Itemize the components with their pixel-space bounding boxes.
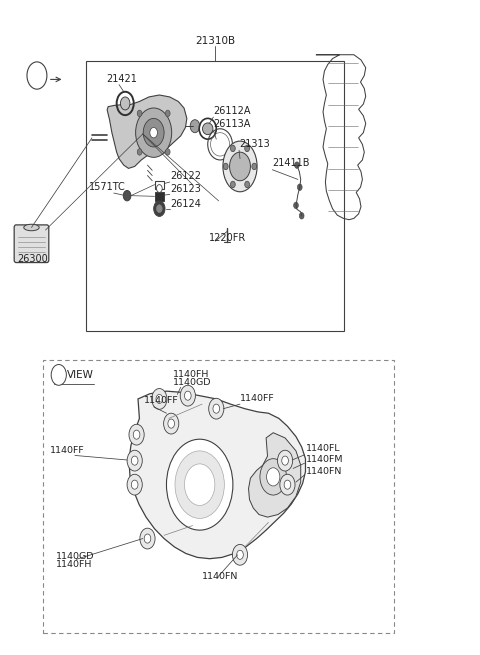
Text: A: A bbox=[55, 371, 62, 379]
Circle shape bbox=[168, 419, 175, 428]
Circle shape bbox=[295, 162, 300, 168]
Circle shape bbox=[137, 110, 142, 117]
Text: 26122: 26122 bbox=[170, 171, 201, 181]
Ellipse shape bbox=[203, 123, 213, 135]
Circle shape bbox=[190, 120, 200, 133]
Polygon shape bbox=[107, 95, 187, 168]
Circle shape bbox=[150, 128, 157, 138]
Circle shape bbox=[143, 119, 164, 147]
Polygon shape bbox=[249, 433, 301, 517]
Text: 1140FN: 1140FN bbox=[202, 572, 239, 581]
Ellipse shape bbox=[24, 224, 39, 231]
Circle shape bbox=[127, 474, 142, 495]
Circle shape bbox=[260, 458, 287, 495]
Circle shape bbox=[152, 388, 167, 409]
Circle shape bbox=[175, 451, 224, 519]
Circle shape bbox=[229, 152, 251, 181]
Bar bbox=[155, 192, 164, 201]
Text: 1140FF: 1140FF bbox=[144, 396, 179, 405]
Text: 1140FF: 1140FF bbox=[240, 394, 275, 403]
Circle shape bbox=[133, 430, 140, 440]
Text: A: A bbox=[34, 71, 40, 80]
Text: 26124: 26124 bbox=[170, 199, 201, 210]
Circle shape bbox=[156, 185, 162, 193]
Circle shape bbox=[27, 62, 47, 89]
Circle shape bbox=[245, 181, 250, 188]
Circle shape bbox=[132, 456, 138, 465]
Circle shape bbox=[137, 149, 142, 155]
Text: 1571TC: 1571TC bbox=[89, 182, 126, 193]
Circle shape bbox=[51, 365, 66, 385]
Text: 1140FH: 1140FH bbox=[56, 560, 92, 569]
Circle shape bbox=[127, 450, 142, 471]
Text: 1140GD: 1140GD bbox=[56, 552, 95, 561]
Bar bbox=[86, 61, 344, 331]
Text: 21421: 21421 bbox=[106, 74, 137, 84]
Circle shape bbox=[232, 544, 248, 565]
Circle shape bbox=[120, 97, 130, 110]
Circle shape bbox=[230, 145, 235, 152]
Circle shape bbox=[132, 480, 138, 489]
Text: 21313: 21313 bbox=[239, 139, 270, 149]
Text: 26123: 26123 bbox=[170, 183, 201, 194]
Text: 26113A: 26113A bbox=[214, 119, 251, 129]
Text: 1140GD: 1140GD bbox=[173, 377, 211, 386]
Circle shape bbox=[164, 413, 179, 434]
Ellipse shape bbox=[223, 141, 257, 192]
Bar bbox=[43, 360, 394, 633]
Circle shape bbox=[184, 464, 215, 506]
Circle shape bbox=[166, 110, 170, 117]
Circle shape bbox=[282, 456, 288, 465]
Text: 1140FL: 1140FL bbox=[305, 445, 340, 453]
Text: 1140FM: 1140FM bbox=[305, 455, 343, 464]
Text: 1140FF: 1140FF bbox=[50, 447, 85, 455]
Circle shape bbox=[245, 145, 250, 152]
Circle shape bbox=[136, 108, 172, 157]
Circle shape bbox=[252, 163, 257, 170]
Circle shape bbox=[209, 398, 224, 419]
Circle shape bbox=[237, 550, 243, 559]
Bar bbox=[155, 181, 164, 189]
Circle shape bbox=[266, 468, 280, 486]
Circle shape bbox=[129, 424, 144, 445]
Circle shape bbox=[277, 450, 293, 471]
Polygon shape bbox=[129, 391, 305, 559]
Circle shape bbox=[223, 163, 228, 170]
Circle shape bbox=[284, 480, 291, 489]
Circle shape bbox=[156, 394, 163, 403]
Circle shape bbox=[154, 201, 165, 216]
Text: VIEW: VIEW bbox=[67, 370, 94, 380]
Circle shape bbox=[167, 440, 233, 530]
Circle shape bbox=[298, 184, 302, 191]
Text: 26112A: 26112A bbox=[214, 105, 251, 116]
Circle shape bbox=[166, 149, 170, 155]
Circle shape bbox=[180, 385, 195, 406]
FancyBboxPatch shape bbox=[14, 225, 49, 263]
Text: 26300: 26300 bbox=[17, 254, 48, 264]
Text: 1140FH: 1140FH bbox=[173, 371, 209, 379]
Text: 1140FN: 1140FN bbox=[305, 466, 342, 476]
Circle shape bbox=[294, 202, 299, 209]
Text: 1220FR: 1220FR bbox=[209, 233, 246, 243]
Circle shape bbox=[230, 181, 235, 188]
Circle shape bbox=[280, 474, 295, 495]
Circle shape bbox=[140, 528, 155, 549]
Text: 21411B: 21411B bbox=[272, 159, 310, 168]
Circle shape bbox=[156, 205, 162, 213]
Circle shape bbox=[184, 391, 191, 400]
Circle shape bbox=[213, 404, 219, 413]
Circle shape bbox=[300, 213, 304, 219]
Circle shape bbox=[144, 534, 151, 543]
Circle shape bbox=[123, 191, 131, 201]
Text: 21310B: 21310B bbox=[195, 36, 235, 47]
